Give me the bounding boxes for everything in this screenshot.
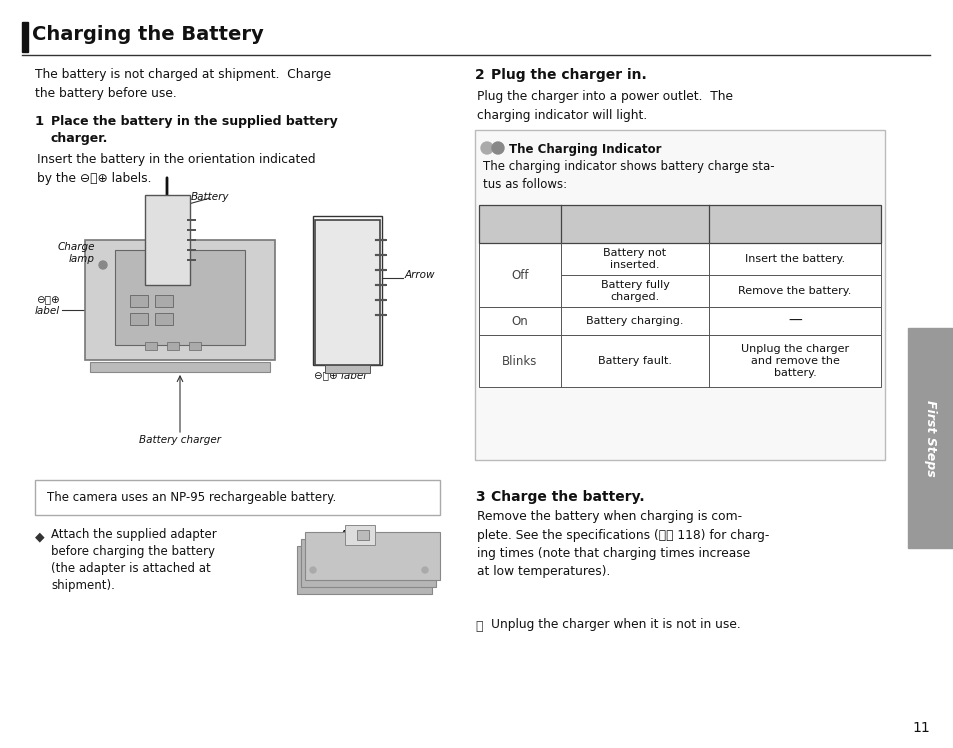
Bar [296,546,432,594]
Text: Blinks: Blinks [502,355,537,367]
Text: Action: Action [774,219,814,229]
Bar [345,525,375,545]
Circle shape [480,142,493,154]
Text: Charging
indicator: Charging indicator [492,213,548,235]
Text: Battery fully
charged.: Battery fully charged. [600,280,669,302]
Text: The Charging Indicator: The Charging Indicator [509,143,660,156]
Bar [314,220,379,365]
Text: Remove the battery.: Remove the battery. [738,286,851,296]
Text: The camera uses an NP-95 rechargeable battery.: The camera uses an NP-95 rechargeable ba… [47,491,335,504]
Text: Insert the battery.: Insert the battery. [744,254,844,264]
Text: Off: Off [511,269,528,281]
Text: Remove the battery when charging is com-
plete. See the specifications ( 118) : Remove the battery when charging is com-… [476,510,768,578]
Text: Arrow: Arrow [405,270,435,280]
Bar [22,22,28,52]
Bar [475,130,884,460]
Bar [154,295,172,307]
Bar [356,530,369,540]
Text: On: On [511,314,528,328]
Bar [115,250,245,345]
Circle shape [99,261,107,269]
Bar [907,328,953,548]
Text: The battery is not charged at shipment.  Charge
the battery before use.: The battery is not charged at shipment. … [35,68,331,99]
Text: shipment).: shipment). [51,579,114,592]
Bar [145,342,157,350]
Text: Attach the supplied adapter: Attach the supplied adapter [51,528,216,541]
Text: ⊖ⓞ⊕
label: ⊖ⓞ⊕ label [35,294,60,316]
Text: Adapter: Adapter [339,530,380,540]
Bar [130,313,148,325]
Text: ⓘ: ⓘ [475,620,482,633]
Text: Charging the Battery: Charging the Battery [32,25,263,44]
Bar [313,216,381,365]
Text: —: — [787,314,801,328]
Text: Battery fault.: Battery fault. [598,356,671,366]
Text: First Steps: First Steps [923,399,937,476]
Text: Plug the charger in.: Plug the charger in. [491,68,646,82]
Bar [478,205,880,243]
Text: ⊖ⓞ⊕ label: ⊖ⓞ⊕ label [314,370,366,380]
Bar [85,240,274,360]
Bar [301,539,436,587]
Text: Battery charger: Battery charger [139,435,221,445]
Text: 2: 2 [475,68,484,82]
Text: Plug the charger into a power outlet.  The
charging indicator will light.: Plug the charger into a power outlet. Th… [476,90,732,121]
Text: 3: 3 [475,490,484,504]
Text: Insert the battery in the orientation indicated
by the ⊖ⓞ⊕ labels.: Insert the battery in the orientation in… [37,153,315,185]
Circle shape [310,567,315,573]
Bar [478,307,880,335]
Text: Battery status: Battery status [590,219,679,229]
Text: Unplug the charger
and remove the
battery.: Unplug the charger and remove the batter… [740,343,848,378]
Bar [145,195,190,285]
Circle shape [492,142,503,154]
Bar [35,480,439,515]
Bar [154,313,172,325]
Bar [167,342,179,350]
Text: Battery charging.: Battery charging. [586,316,683,326]
Bar [90,362,270,372]
Bar [130,295,148,307]
Text: 1: 1 [35,115,44,128]
Bar [189,342,201,350]
Circle shape [421,567,428,573]
Text: Unplug the charger when it is not in use.: Unplug the charger when it is not in use… [491,618,740,631]
Text: 11: 11 [911,721,929,735]
Bar [325,365,370,373]
Text: Charge
lamp: Charge lamp [57,242,95,263]
Text: before charging the battery: before charging the battery [51,545,214,558]
Bar [478,335,880,387]
Text: Charge the battery.: Charge the battery. [491,490,644,504]
Bar [305,532,439,580]
Text: (the adapter is attached at: (the adapter is attached at [51,562,211,575]
Text: Place the battery in the supplied battery
charger.: Place the battery in the supplied batter… [51,115,337,145]
Text: Battery not
inserted.: Battery not inserted. [603,248,666,270]
Text: The charging indicator shows battery charge sta-
tus as follows:: The charging indicator shows battery cha… [482,160,774,191]
Text: ◆: ◆ [35,530,45,543]
Text: Battery: Battery [191,192,229,202]
Bar [478,243,880,307]
